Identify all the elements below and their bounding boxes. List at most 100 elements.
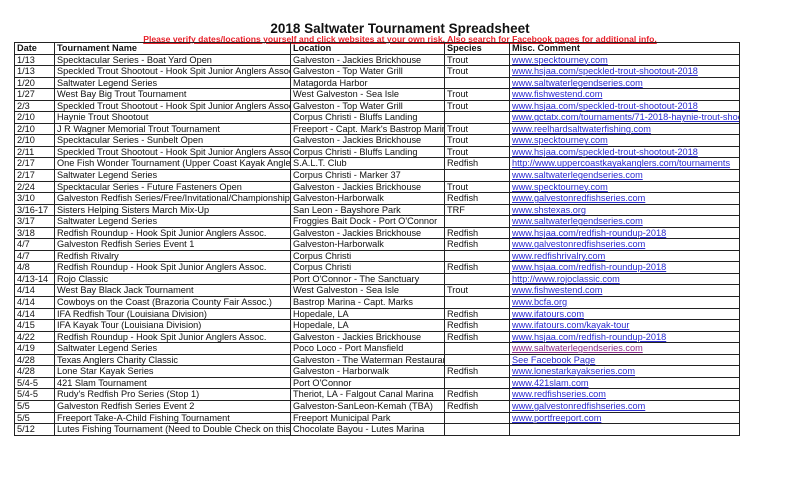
date-cell: 4/14 [14, 307, 55, 321]
website-link[interactable]: www.lonestarkayakseries.com [512, 366, 636, 377]
comment-cell: www.421slam.com [509, 376, 740, 390]
comment-cell: www.saltwaterlegendseries.com [509, 215, 740, 228]
date-cell: 2/10 [14, 111, 55, 124]
website-link[interactable]: See Facebook Page [512, 354, 596, 365]
species-cell: Redfish [444, 399, 510, 413]
comment-cell: www.galvestonredfishseries.com [509, 238, 740, 251]
location-cell: West Galveston - Sea Isle [290, 88, 445, 101]
website-link[interactable]: www.saltwaterlegendseries.com [512, 170, 643, 181]
tournament-name-cell: Speckled Trout Shootout - Hook Spit Juni… [54, 65, 291, 78]
species-cell: TRF [444, 203, 510, 217]
website-link[interactable]: www.saltwaterlegendseries.com [512, 216, 643, 227]
website-link[interactable]: www.hsjaa.com/speckled-trout-shootout-20… [512, 100, 698, 111]
location-cell: Matagorda Harbor [290, 76, 445, 90]
website-link[interactable]: www.shstexas.org [512, 204, 587, 215]
species-cell [444, 169, 510, 182]
species-cell: Trout [444, 65, 510, 78]
website-link[interactable]: www.fishwestend.com [512, 285, 603, 296]
table-row: 3/10 Galveston Redfish Series/Free/Invita… [14, 192, 740, 205]
table-row: 4/7 Galveston Redfish Series Event 1 Galve… [14, 238, 740, 251]
website-link[interactable]: www.gctatx.com/tournaments/71-2018-hayni… [512, 112, 740, 123]
species-cell [444, 411, 510, 425]
tournament-name-cell: Haynie Trout Shootout [54, 111, 291, 124]
species-cell: Trout [444, 99, 510, 113]
table-row: 4/28 Lone Star Kayak Series Galveston - Ha… [14, 365, 740, 378]
website-link[interactable]: www.specktourney.com [512, 54, 608, 65]
comment-cell [509, 423, 740, 436]
location-cell: Corpus Christi - Bluffs Landing [290, 145, 445, 159]
website-link[interactable]: www.redfishseries.com [512, 389, 606, 400]
website-link[interactable]: www.421slam.com [512, 377, 589, 388]
species-cell: Redfish [444, 365, 510, 378]
location-cell: Galveston - Jackies Brickhouse [290, 226, 445, 240]
date-cell: 5/5 [14, 399, 55, 413]
tournament-name-cell: One Fish Wonder Tournament (Upper Coast … [54, 157, 291, 170]
species-cell: Redfish [444, 261, 510, 274]
page-title: 2018 Saltwater Tournament Spreadsheet [270, 21, 530, 36]
website-link[interactable]: www.saltwaterlegendseries.com [512, 77, 643, 88]
website-link[interactable]: www.galvestonredfishseries.com [512, 193, 646, 204]
date-cell: 4/22 [14, 330, 55, 344]
website-link[interactable]: www.specktourney.com [512, 135, 608, 146]
website-link[interactable]: www.redfishrivalry.com [512, 250, 606, 261]
table-row: 3/17 Saltwater Legend Series Froggies Bait… [14, 215, 740, 228]
location-cell: Galveston - Jackies Brickhouse [290, 330, 445, 344]
location-cell: Poco Loco - Port Mansfield [290, 342, 445, 355]
species-cell: Redfish [444, 388, 510, 401]
location-cell: Port O'Connor [290, 376, 445, 390]
date-cell: 2/11 [14, 145, 55, 159]
comment-cell: www.galvestonredfishseries.com [509, 399, 740, 413]
species-cell: Trout [444, 284, 510, 298]
date-cell: 3/10 [14, 192, 55, 205]
date-cell: 4/8 [14, 261, 55, 274]
tournament-name-cell: Galveston Redfish Series Event 1 [54, 238, 291, 251]
website-link[interactable]: www.ifatours.com [512, 308, 584, 319]
location-cell: Hopedale, LA [290, 319, 445, 332]
website-link[interactable]: www.galvestonredfishseries.com [512, 239, 646, 250]
website-link[interactable]: http://www.rojoclassic.com [512, 273, 620, 284]
comment-cell: www.hsjaa.com/redfish-roundup-2018 [509, 261, 740, 274]
tournament-name-cell: IFA Kayak Tour (Louisiana Division) [54, 319, 291, 332]
website-link[interactable]: www.hsjaa.com/speckled-trout-shootout-20… [512, 66, 698, 77]
species-cell: Trout [444, 145, 510, 159]
tournament-name-cell: Redfish Roundup - Hook Spit Junior Angle… [54, 330, 291, 344]
species-cell [444, 272, 510, 286]
comment-cell: www.specktourney.com [509, 53, 740, 67]
website-link[interactable]: http://www.uppercoastkayakanglers.com/to… [512, 158, 731, 169]
comment-cell: www.hsjaa.com/speckled-trout-shootout-20… [509, 99, 740, 113]
table-row: 4/19 Saltwater Legend Series Poco Loco - P… [14, 342, 740, 355]
date-cell: 3/16-17 [14, 203, 55, 217]
location-cell: Theriot, LA - Falgout Canal Marina [290, 388, 445, 401]
comment-cell: www.ifatours.com [509, 307, 740, 321]
website-link[interactable]: www.hsjaa.com/redfish-roundup-2018 [512, 227, 667, 238]
website-link[interactable]: www.galvestonredfishseries.com [512, 400, 646, 411]
table-row: 5/12 Lutes Fishing Tournament (Need to Do… [14, 423, 740, 436]
notice-text: Please verify dates/locations yourself a… [143, 34, 657, 44]
location-cell: Corpus Christi - Bluffs Landing [290, 111, 445, 124]
date-cell: 4/7 [14, 238, 55, 251]
website-link[interactable]: www.ifatours.com/kayak-tour [512, 320, 630, 331]
tournament-name-cell: J R Wagner Memorial Trout Tournament [54, 122, 291, 136]
comment-cell: www.specktourney.com [509, 134, 740, 147]
comment-cell: www.saltwaterlegendseries.com [509, 169, 740, 182]
website-link[interactable]: www.portfreeport.com [512, 412, 602, 423]
website-link[interactable]: www.saltwaterlegendseries.com [512, 343, 643, 354]
website-link[interactable]: www.hsjaa.com/redfish-roundup-2018 [512, 262, 667, 273]
website-link[interactable]: www.hsjaa.com/speckled-trout-shootout-20… [512, 146, 698, 157]
species-cell: Redfish [444, 192, 510, 205]
table-row: 5/4-5 Rudy's Redfish Pro Series (Stop 1) T… [14, 388, 740, 401]
location-cell: Corpus Christi [290, 249, 445, 263]
website-link[interactable]: www.reelhardsaltwaterfishing.com [512, 123, 651, 134]
website-link[interactable]: www.hsjaa.com/redfish-roundup-2018 [512, 331, 667, 342]
table-row: 3/18 Redfish Roundup - Hook Spit Junior A… [14, 226, 740, 240]
website-link[interactable]: www.specktourney.com [512, 181, 608, 192]
header-location: Location [290, 42, 445, 55]
website-link[interactable]: www.bcfa.org [512, 297, 568, 308]
date-cell: 4/7 [14, 249, 55, 263]
tournament-name-cell: Specktacular Series - Future Fasteners O… [54, 180, 291, 194]
comment-cell: www.ifatours.com/kayak-tour [509, 319, 740, 332]
website-link[interactable]: www.fishwestend.com [512, 89, 603, 100]
comment-cell: www.hsjaa.com/speckled-trout-shootout-20… [509, 65, 740, 78]
tournament-name-cell: Texas Anglers Charity Classic [54, 353, 291, 367]
tournament-name-cell: West Bay Big Trout Tournament [54, 88, 291, 101]
